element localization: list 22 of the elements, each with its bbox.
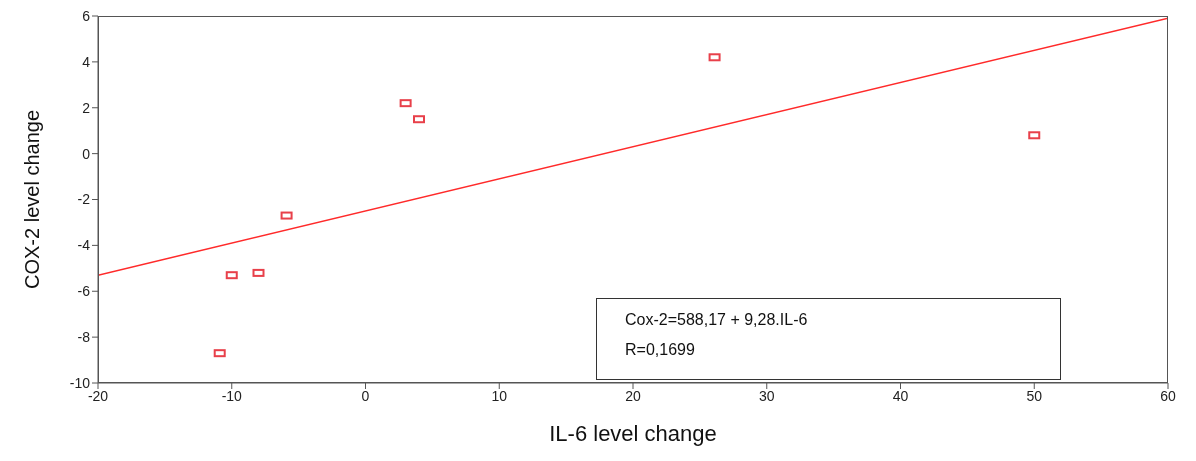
y-tick-label: 0 <box>82 145 91 162</box>
equation-box: Cox-2=588,17 + 9,28.IL-6 R=0,1699 <box>596 298 1061 380</box>
point <box>413 115 425 124</box>
y-tick-label: 2 <box>82 99 91 116</box>
x-tick-label: 40 <box>892 387 909 404</box>
y-tick-label: -4 <box>77 237 91 254</box>
annotation: Cox-2=588,17 + 9,28.IL-6 <box>625 311 809 329</box>
x-tick-label: 60 <box>1160 387 1176 404</box>
x-tick-label: 50 <box>1026 387 1043 404</box>
x-tick-label: 30 <box>758 387 775 404</box>
y-tick-label: 4 <box>82 53 91 70</box>
x-tick-label: 10 <box>491 387 508 404</box>
y-axis-title: COX-2 level change <box>21 110 44 289</box>
y-tick-label: -8 <box>77 329 91 346</box>
x-tick-label: 20 <box>625 387 641 404</box>
y-tick-label: -6 <box>77 283 91 300</box>
annotation: R=0,1699 <box>625 341 696 359</box>
y-tick-label: 6 <box>82 7 91 24</box>
y-tick-label: -2 <box>77 191 91 208</box>
x-axis-title: IL-6 level change <box>549 421 717 446</box>
x-tick-label: -10 <box>221 387 243 404</box>
x-tick-label: 0 <box>361 387 370 404</box>
